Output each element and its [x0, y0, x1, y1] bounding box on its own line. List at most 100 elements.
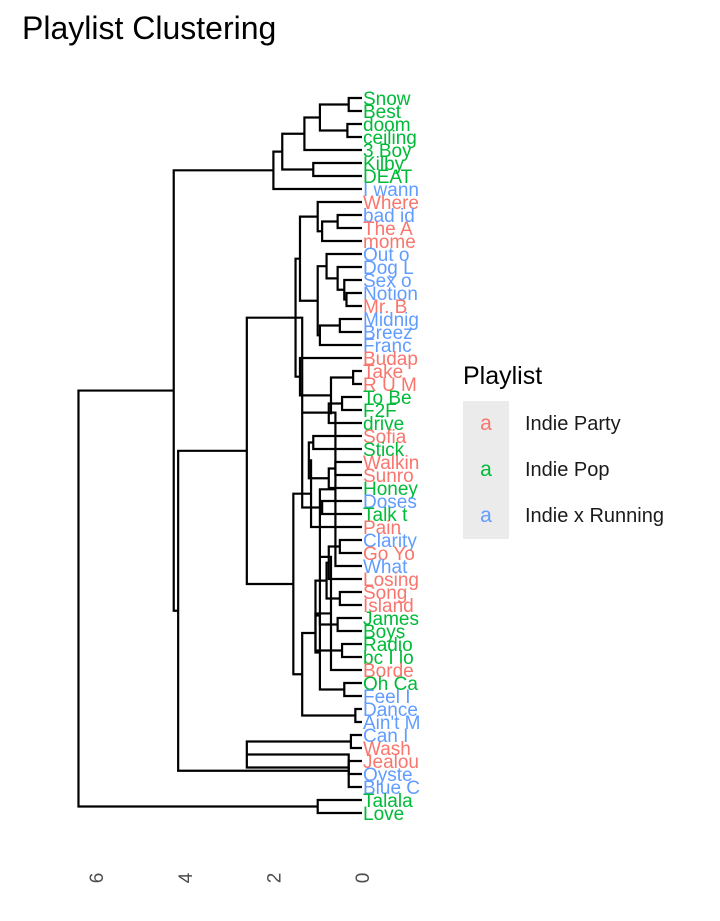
dendrogram-link	[316, 798, 362, 815]
legend-label: Indie Party	[525, 412, 621, 435]
leaf-label: Midnig	[363, 310, 419, 331]
legend-entry-indie-x-running: a Indie x Running	[463, 493, 664, 539]
leaf-label: James	[363, 609, 419, 630]
leaf-label: Clarity	[363, 531, 417, 552]
leaf-label: Blue C	[363, 778, 420, 799]
leaf-label: doom	[363, 115, 411, 136]
leaf-label: Wash	[363, 739, 411, 760]
dendrogram-links	[77, 96, 362, 815]
dendrogram-link	[349, 733, 362, 750]
leaf-label: Go Yo	[363, 544, 415, 565]
leaf-label: Feel I	[363, 687, 411, 708]
dendrogram-link	[340, 395, 362, 412]
leaf-label: Take	[363, 362, 403, 383]
leaf-label: bc I lo	[363, 648, 414, 669]
x-tick-label: 2	[264, 873, 285, 884]
legend: Playlist a Indie Party a Indie Pop a Ind…	[463, 362, 664, 539]
leaf-label: Sofia	[363, 427, 407, 448]
dendrogram-link	[318, 324, 362, 347]
x-axis-ticks: 6 4 2 0	[87, 872, 374, 883]
leaf-label: Dog L	[363, 258, 414, 279]
dendrogram-link	[312, 161, 362, 178]
dendrogram-link	[338, 317, 362, 334]
dendrogram-link	[346, 122, 362, 139]
dendrogram-link	[327, 467, 362, 490]
leaf-label: ceiling	[363, 128, 417, 149]
leaf-label: Boys	[363, 622, 405, 643]
dendrogram-link	[343, 681, 362, 698]
dendrogram-link	[338, 538, 362, 555]
dendrogram-link	[177, 449, 349, 772]
leaf-label: What	[363, 557, 408, 578]
leaf-label: Pain	[363, 518, 401, 539]
dendrogram-link	[347, 759, 362, 776]
leaf-label: Notion	[363, 284, 418, 305]
leaf-label: Oyste	[363, 765, 413, 786]
dendrogram-link	[314, 612, 331, 654]
legend-key: a	[463, 447, 509, 493]
leaf-label: Sex o	[363, 271, 412, 292]
leaf-label: Mr. B	[363, 297, 407, 318]
leaf-label: Borde	[363, 661, 414, 682]
leaf-label: To Be	[363, 388, 412, 409]
leaf-label: Sunro	[363, 466, 414, 487]
dendrogram-link	[354, 707, 362, 724]
x-tick-label: 0	[353, 873, 374, 884]
dendrogram-link	[347, 96, 362, 113]
dendrogram-link	[327, 545, 362, 581]
leaf-label: Breez	[363, 323, 413, 344]
dendrogram-link	[352, 369, 362, 386]
leaf-label: 3 Boy	[363, 141, 412, 162]
dendrogram-link	[338, 590, 362, 607]
dendrogram-link	[321, 499, 362, 516]
dendrogram-link	[281, 132, 314, 171]
dendrogram-link	[303, 116, 362, 152]
leaf-label: Walkin	[363, 453, 419, 474]
leaf-label: Song	[363, 583, 407, 604]
dendrogram-link	[172, 169, 274, 612]
legend-entry-indie-pop: a Indie Pop	[463, 447, 664, 493]
dendrogram-link	[316, 200, 362, 233]
dendrogram-link	[301, 631, 356, 717]
dendrogram-link	[336, 616, 362, 633]
leaf-label: Ain't M	[363, 713, 420, 734]
legend-label: Indie Pop	[525, 458, 610, 481]
leaf-label: Honey	[363, 479, 418, 500]
leaf-label: Can I	[363, 726, 408, 747]
leaf-label: I wann	[363, 180, 419, 201]
leaf-label: Oh Ca	[363, 674, 418, 695]
dendrogram-link	[318, 103, 349, 132]
legend-title: Playlist	[463, 362, 543, 390]
leaf-label: Talk t	[363, 505, 408, 526]
dendrogram-link	[334, 460, 362, 477]
leaf-label: Doses	[363, 492, 417, 513]
dendrogram-link	[328, 376, 354, 415]
chart-title: Playlist Clustering	[22, 10, 277, 46]
leaf-label: drive	[363, 414, 404, 435]
leaf-label: Best	[363, 102, 402, 123]
leaf-label: The A	[363, 219, 413, 240]
leaf-label: DEAT	[363, 167, 413, 188]
leaf-label: Stick	[363, 440, 405, 461]
dendrogram-link	[340, 642, 362, 659]
dendrogram-link	[298, 215, 318, 302]
dendrogram-link	[321, 220, 362, 243]
dendrogram-link	[345, 291, 362, 308]
leaf-label: Island	[363, 596, 414, 617]
dendrogram-link	[312, 434, 362, 451]
leaf-label: Where	[363, 193, 419, 214]
leaf-label: mome	[363, 232, 416, 253]
leaf-label: Jealou	[363, 752, 419, 773]
legend-entry-indie-party: a Indie Party	[463, 401, 664, 447]
dendrogram-link	[77, 389, 318, 808]
leaf-label: Snow	[363, 89, 411, 110]
leaf-label: Radio	[363, 635, 413, 656]
leaf-label: F2F	[363, 401, 397, 422]
leaf-label: Out o	[363, 245, 409, 266]
leaf-label: Love	[363, 804, 404, 825]
legend-label: Indie x Running	[525, 504, 664, 527]
leaf-label: Dance	[363, 700, 418, 721]
leaf-label: bad id	[363, 206, 415, 227]
